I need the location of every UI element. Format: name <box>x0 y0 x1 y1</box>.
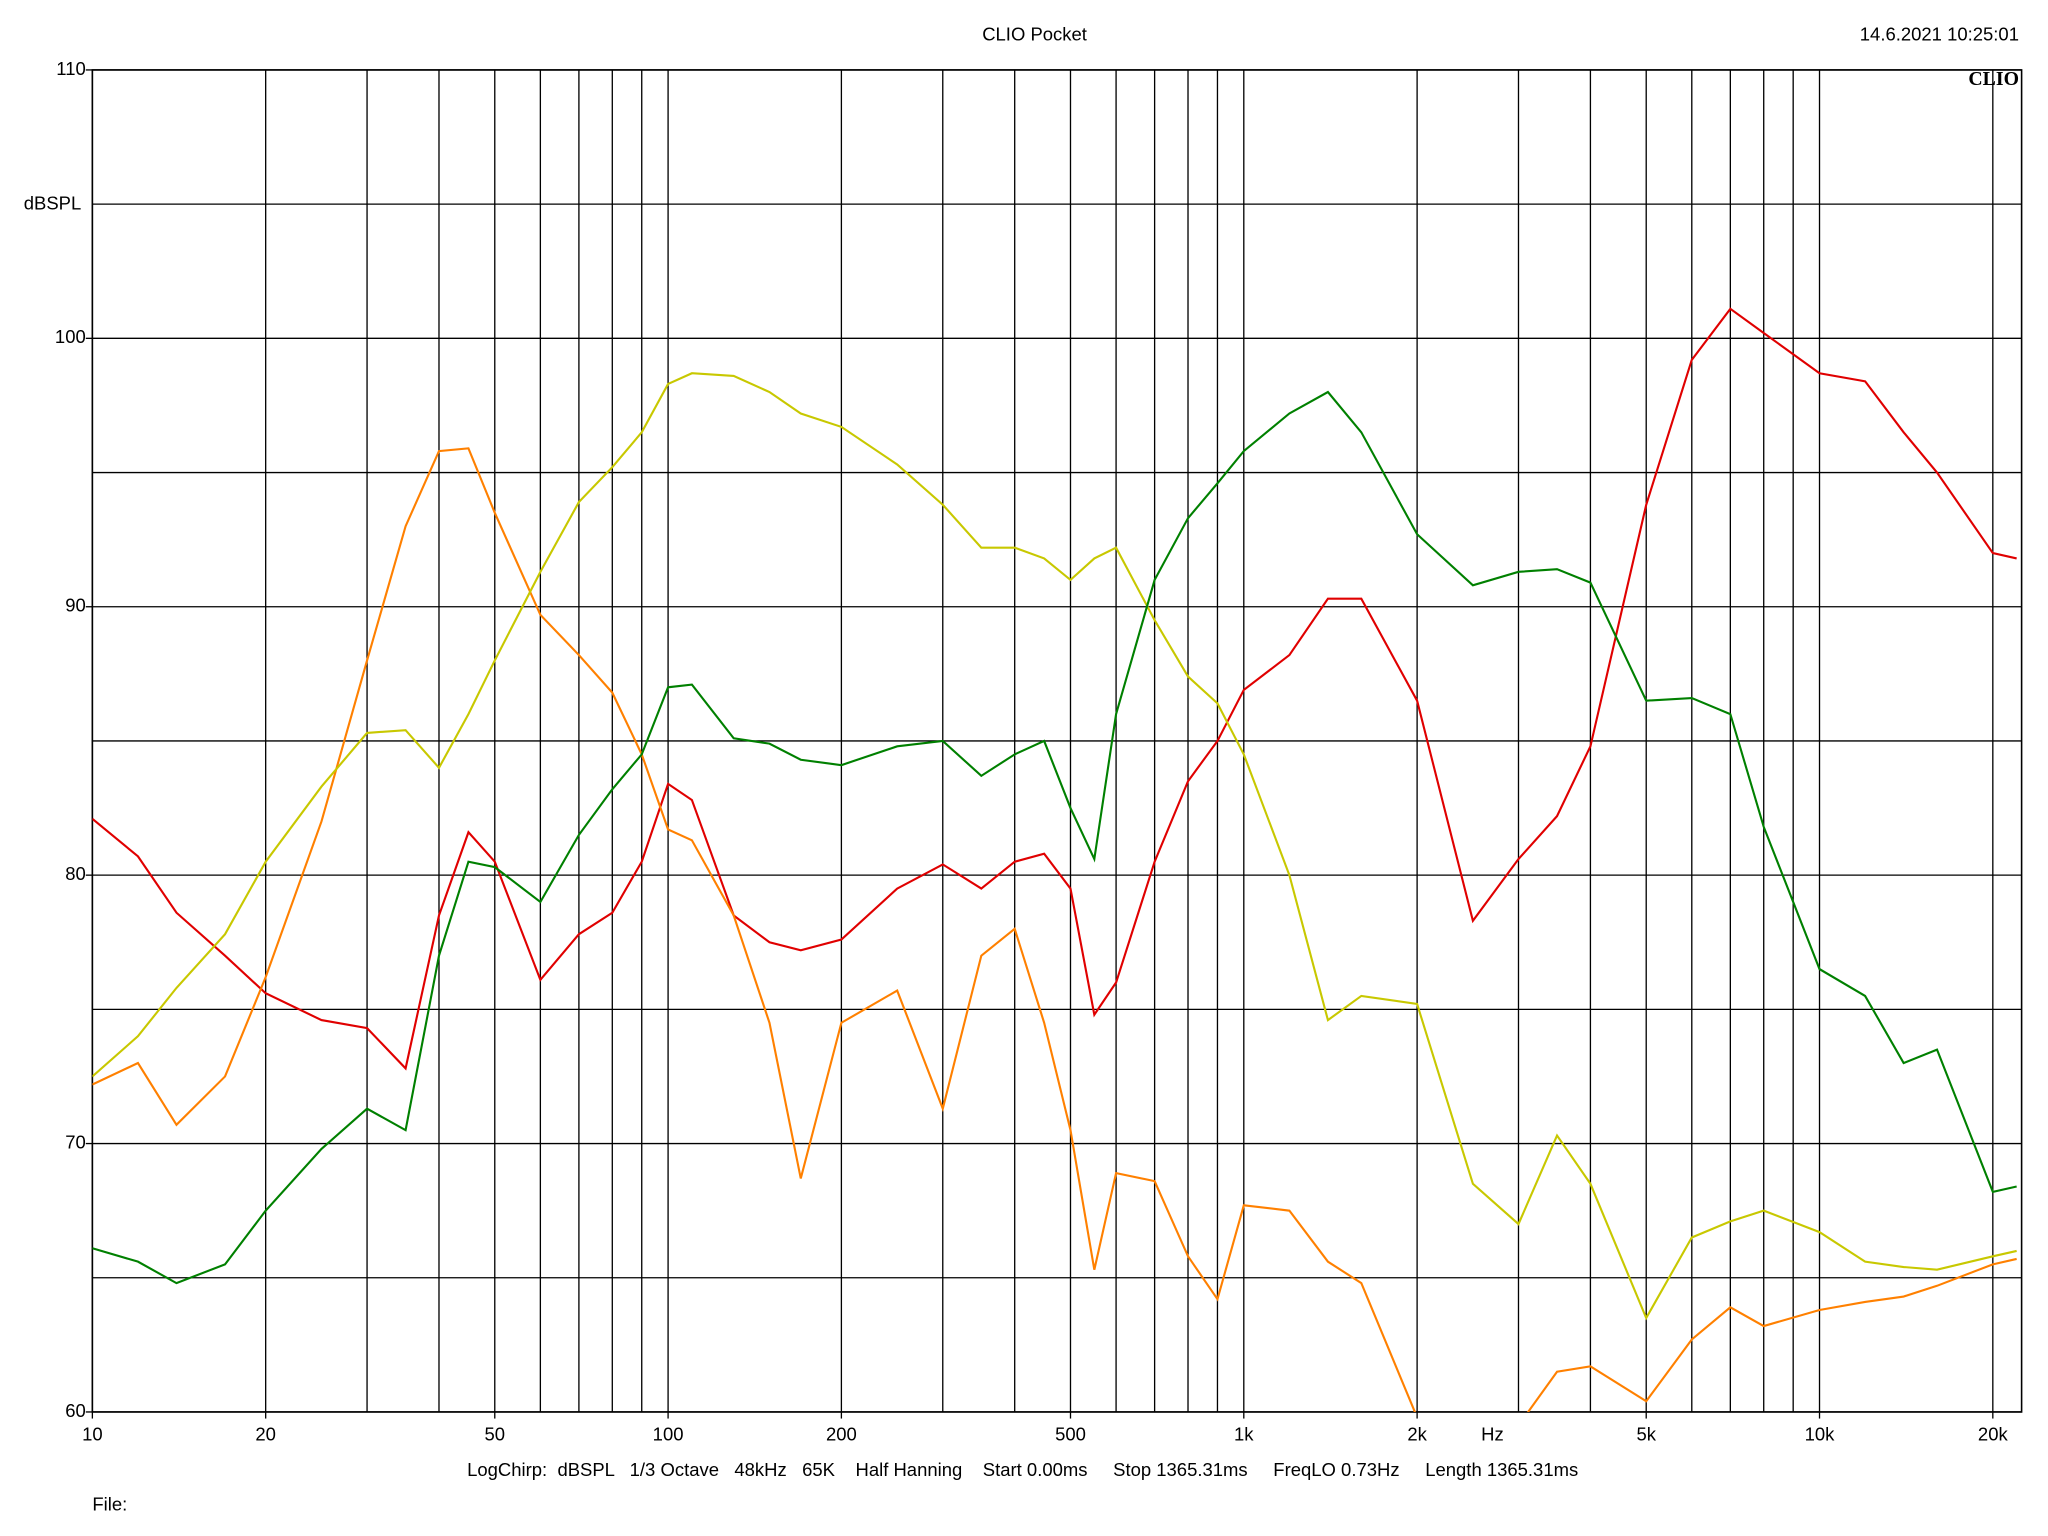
y-tick-label: 70 <box>65 1131 86 1152</box>
footer: LogChirp: dBSPL 1/3 Octave 48kHz 65K Hal… <box>467 1459 1578 1480</box>
x-tick-label: 1k <box>1234 1424 1254 1445</box>
plot-frame <box>91 69 2023 1413</box>
logo: CLIO <box>1968 68 2019 90</box>
y-axis-label: dBSPL <box>24 192 82 213</box>
frequency-curve <box>92 447 2017 1412</box>
frequency-curve <box>92 307 2017 1071</box>
y-tick-label: 100 <box>55 326 86 347</box>
x-axis-label: Hz <box>1481 1424 1504 1445</box>
x-tick-label: 2k <box>1407 1424 1427 1445</box>
timestamp: 14.6.2021 10:25:01 <box>1860 24 2019 45</box>
y-tick-label: 110 <box>56 58 85 79</box>
y-tick-label: 90 <box>65 595 86 616</box>
y-tick-label: 80 <box>65 863 86 884</box>
x-tick-label: 5k <box>1636 1424 1656 1445</box>
file-label: File: <box>92 1494 127 1515</box>
x-tick-label: 50 <box>485 1424 506 1445</box>
y-tick-label: 60 <box>65 1400 86 1421</box>
plot-area <box>92 307 2017 1412</box>
x-tick-label: 100 <box>653 1424 684 1445</box>
x-tick-label: 20k <box>1978 1424 2009 1445</box>
x-tick-label: 10k <box>1805 1424 1836 1445</box>
chart-title: CLIO Pocket <box>982 24 1087 45</box>
frequency-curve <box>92 372 2017 1321</box>
frequency-curve <box>92 390 2017 1285</box>
x-tick-label: 200 <box>826 1424 857 1445</box>
x-tick-label: 20 <box>255 1424 276 1445</box>
x-tick-label: 10 <box>82 1424 103 1445</box>
x-tick-label: 500 <box>1055 1424 1086 1445</box>
